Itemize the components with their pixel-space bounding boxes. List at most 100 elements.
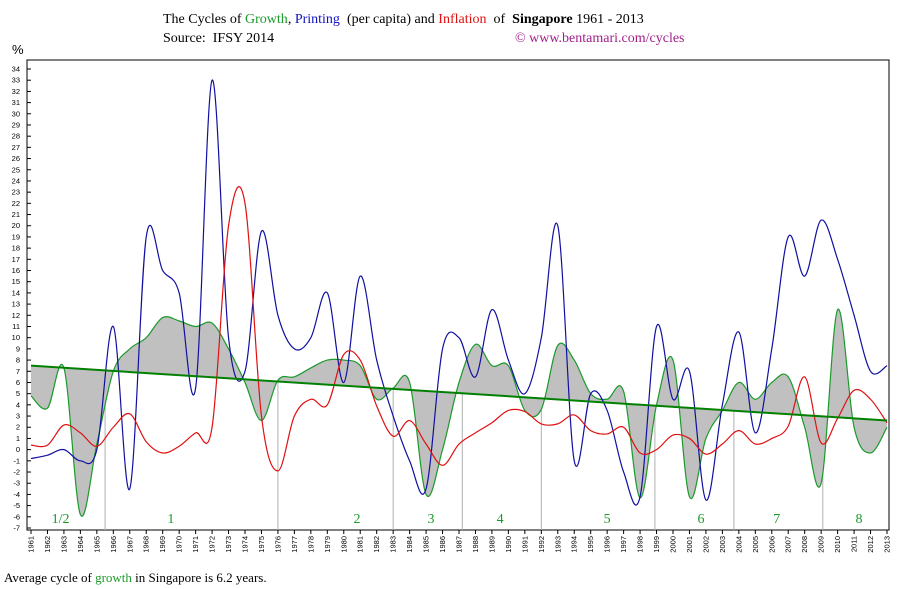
x-tick-label: 2007 [784, 536, 793, 553]
y-tick-label: 31 [12, 98, 20, 107]
x-tick-label: 1997 [619, 536, 628, 553]
x-tick-label: 1993 [553, 536, 562, 553]
series-line [30, 79, 888, 506]
y-tick-label: 9 [16, 344, 20, 353]
y-tick-label: 28 [12, 132, 20, 141]
y-tick-label: 20 [12, 221, 20, 230]
plot-frame [26, 59, 890, 531]
x-tick-label: 1964 [76, 536, 85, 553]
y-tick-label: 19 [12, 232, 20, 241]
y-tick-label: 10 [12, 333, 20, 342]
footer-note: Average cycle of growth in Singapore is … [4, 570, 267, 585]
source: Source: IFSY 2014 [163, 31, 274, 46]
x-tick-label: 1990 [504, 536, 513, 553]
cycle-label: 4 [497, 512, 504, 527]
text-part: Singapore [512, 12, 572, 27]
trend-line [30, 364, 888, 422]
x-tick-label: 2003 [718, 536, 727, 553]
text-part: Inflation [438, 12, 486, 27]
x-tick-label: 1998 [636, 536, 645, 553]
x-tick-label: 1971 [191, 536, 200, 553]
x-tick-label: 1984 [405, 536, 414, 553]
y-tick-label: 15 [12, 277, 20, 286]
x-tick-label: 1980 [339, 536, 348, 553]
x-tick-label: 2013 [883, 536, 892, 553]
y-tick-label: 34 [12, 65, 20, 74]
y-tick-label: 17 [12, 255, 20, 264]
y-tick-label: 27 [12, 143, 20, 152]
text-part: Printing [295, 12, 340, 27]
y-tick-label: -6 [13, 512, 20, 521]
y-tick-label: 32 [12, 87, 20, 96]
x-tick-label: 2009 [817, 536, 826, 553]
y-tick-label: 12 [12, 311, 20, 320]
credit: © www.bentamari.com/cycles [515, 31, 685, 46]
text-part: (per capita) and [340, 12, 438, 27]
x-tick-label: 2011 [850, 536, 859, 552]
x-tick-label: 1986 [438, 536, 447, 553]
text-part: Average cycle of [4, 570, 95, 585]
y-tick-label: 18 [12, 244, 20, 253]
y-tick-label: 5 [16, 389, 20, 398]
x-tick-label: 2010 [833, 536, 842, 553]
x-tick-label: 1979 [323, 536, 332, 553]
cycle-label: 2 [353, 512, 360, 527]
x-tick-label: 1985 [422, 536, 431, 553]
x-tick-label: 1981 [356, 536, 365, 553]
x-tick-label: 1966 [109, 536, 118, 553]
x-tick-label: 2005 [751, 536, 760, 553]
x-tick-label: 2004 [734, 536, 743, 553]
x-tick-label: 1991 [520, 536, 529, 553]
y-tick-label: -2 [13, 468, 20, 477]
cycle-label: 1/2 [52, 512, 70, 527]
x-tick-label: 1978 [306, 536, 315, 553]
x-tick-label: 1992 [537, 536, 546, 553]
x-tick-label: 1983 [389, 536, 398, 553]
x-tick-label: 1972 [208, 536, 217, 553]
cycle-label: 5 [604, 512, 611, 527]
y-tick-label: -1 [13, 456, 20, 465]
text-part: Growth [245, 12, 288, 27]
x-tick-label: 1999 [652, 536, 661, 553]
series-line [30, 308, 888, 517]
y-tick-label: 25 [12, 165, 20, 174]
y-tick-label: 3 [16, 412, 20, 421]
text-part: in Singapore is 6.2 years. [132, 570, 267, 585]
cycle-label: 8 [856, 512, 863, 527]
x-tick-label: 1977 [290, 536, 299, 553]
x-tick-label: 1968 [142, 536, 151, 553]
text-part: 1961 - 2013 [573, 12, 644, 27]
x-tick-label: 1994 [570, 536, 579, 553]
y-tick-label: 6 [16, 378, 20, 387]
cycle-label: 6 [697, 512, 704, 527]
x-tick-label: 1982 [372, 536, 381, 553]
y-tick-label: 24 [12, 176, 20, 185]
text-part: , [288, 12, 295, 27]
x-tick-label: 1973 [224, 536, 233, 553]
x-tick-label: 2012 [866, 536, 875, 553]
y-tick-label: 14 [12, 288, 20, 297]
y-axis-label: % [12, 42, 24, 57]
series-line [30, 186, 888, 472]
y-tick-label: 4 [16, 400, 20, 409]
cycle-label: 7 [773, 512, 780, 527]
text-part: of [487, 12, 513, 27]
y-tick-label: 13 [12, 300, 20, 309]
x-tick-label: 1965 [92, 536, 101, 553]
x-tick-label: 1974 [241, 536, 250, 553]
y-tick-label: 0 [16, 445, 20, 454]
x-tick-label: 1962 [43, 536, 52, 553]
x-tick-label: 2008 [800, 536, 809, 553]
x-tick-label: 1987 [455, 536, 464, 553]
x-tick-label: 1995 [586, 536, 595, 553]
y-tick-label: 22 [12, 199, 20, 208]
x-tick-label: 1975 [257, 536, 266, 553]
x-tick-label: 1963 [59, 536, 68, 553]
y-tick-label: 2 [16, 423, 20, 432]
y-tick-label: 11 [12, 322, 20, 331]
x-tick-label: 1988 [471, 536, 480, 553]
text-part: The Cycles of [163, 12, 245, 27]
y-tick-label: 16 [12, 266, 20, 275]
y-tick-label: -5 [13, 501, 20, 510]
